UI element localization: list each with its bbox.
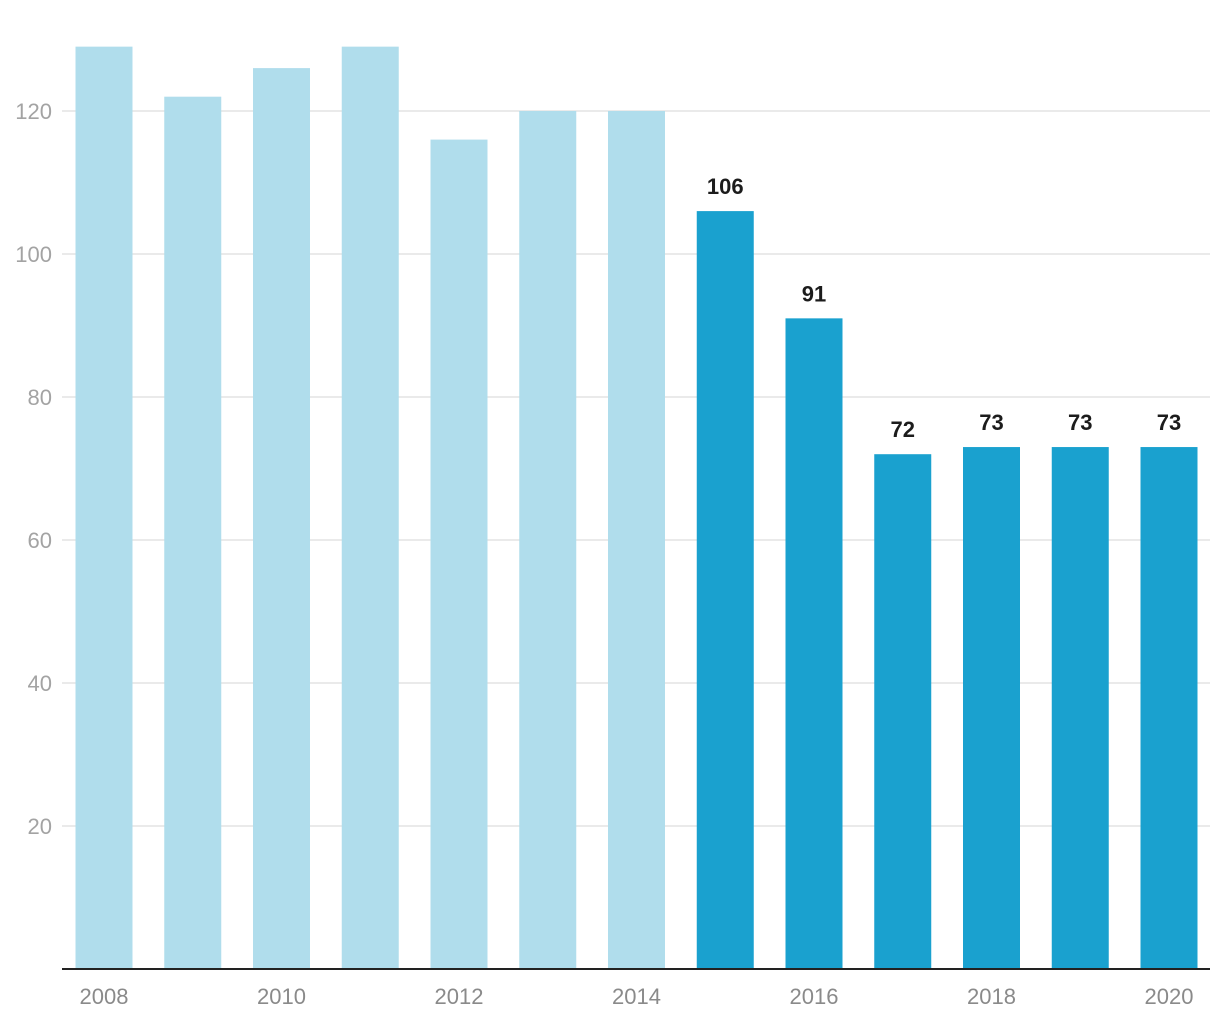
- bar-2008: [75, 46, 133, 969]
- y-tick-label: 60: [28, 528, 52, 553]
- x-tick-label: 2008: [80, 984, 129, 1009]
- axes: 20 40 60 80 100 120 2008 2010 2012 2014 2016 2018 20…: [15, 99, 1210, 1009]
- bar-2019: [1051, 447, 1109, 969]
- data-label: 72: [891, 417, 915, 442]
- bar-2009: [164, 96, 222, 969]
- bar-2010: [253, 68, 310, 970]
- data-labels: 106 91 72 73 73 73: [707, 174, 1181, 442]
- data-label: 73: [1068, 410, 1092, 435]
- bar-2018: [963, 447, 1020, 969]
- bar-2015: [696, 211, 754, 970]
- data-label: 73: [979, 410, 1003, 435]
- bar-2020: [1140, 447, 1198, 969]
- bars: [75, 46, 1198, 970]
- x-tick-label: 2010: [257, 984, 306, 1009]
- bar-2013: [519, 111, 577, 969]
- x-tick-label: 2012: [435, 984, 484, 1009]
- y-tick-label: 80: [28, 385, 52, 410]
- data-label: 91: [802, 281, 826, 306]
- bar-2017: [874, 454, 932, 969]
- bar-2014: [608, 111, 665, 969]
- x-tick-label: 2020: [1145, 984, 1194, 1009]
- data-label: 106: [707, 174, 744, 199]
- x-tick-label: 2018: [967, 984, 1016, 1009]
- data-label: 73: [1157, 410, 1181, 435]
- y-tick-label: 120: [15, 99, 52, 124]
- x-tick-label: 2014: [612, 984, 661, 1009]
- bar-2011: [341, 46, 399, 969]
- y-tick-label: 20: [28, 814, 52, 839]
- bar-2012: [430, 139, 488, 970]
- y-tick-label: 40: [28, 671, 52, 696]
- x-tick-label: 2016: [790, 984, 839, 1009]
- y-tick-label: 100: [15, 242, 52, 267]
- bar-2016: [785, 318, 843, 970]
